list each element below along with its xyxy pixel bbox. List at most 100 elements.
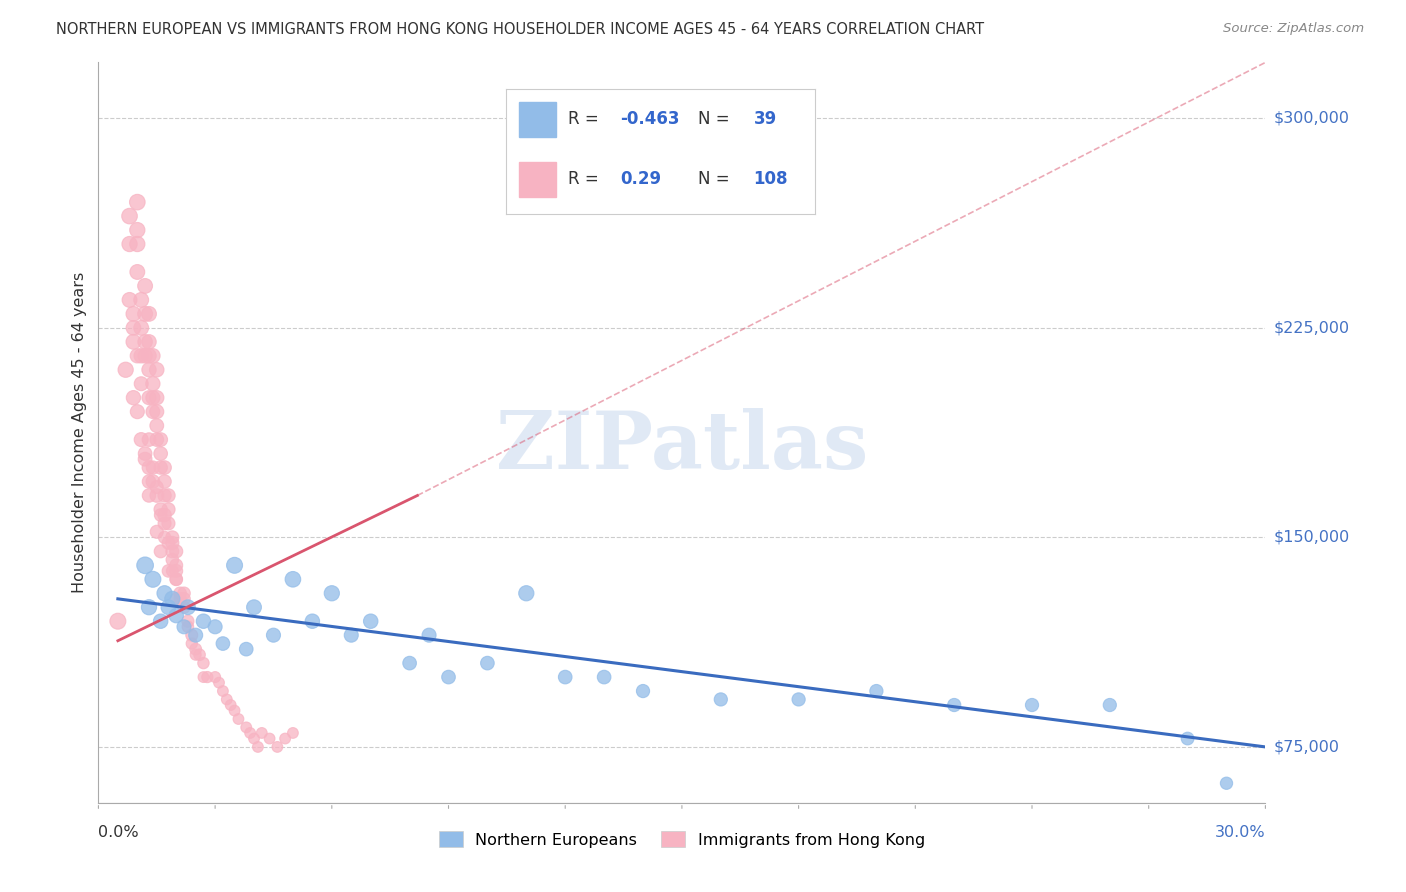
Point (153, 475, 176, 489)
Point (138, 307, 160, 321)
Point (177, 614, 200, 628)
Point (134, 334, 156, 349)
Point (224, 704, 246, 718)
Point (208, 675, 231, 690)
Point (114, 363, 136, 377)
Point (153, 508, 176, 522)
Point (195, 670, 218, 684)
Point (107, 614, 129, 628)
Point (129, 321, 152, 335)
Point (129, 433, 152, 447)
Text: R =: R = (568, 170, 609, 188)
Text: NORTHERN EUROPEAN VS IMMIGRANTS FROM HONG KONG HOUSEHOLDER INCOME AGES 45 - 64 Y: NORTHERN EUROPEAN VS IMMIGRANTS FROM HON… (56, 22, 984, 37)
Point (281, 726, 304, 740)
Point (138, 363, 160, 377)
Text: R =: R = (568, 111, 605, 128)
Point (162, 553, 184, 567)
Point (477, 656, 499, 670)
Point (418, 628, 440, 642)
Point (239, 726, 262, 740)
Point (165, 564, 187, 578)
Point (865, 684, 887, 698)
Point (250, 726, 273, 740)
Point (177, 620, 200, 634)
Point (127, 265, 149, 279)
Point (262, 628, 284, 642)
Point (169, 586, 191, 600)
Point (127, 195, 149, 210)
Text: N =: N = (697, 170, 730, 188)
Point (153, 586, 176, 600)
Point (162, 591, 184, 606)
Point (169, 591, 191, 606)
Point (134, 279, 156, 293)
Point (142, 391, 165, 405)
Point (142, 405, 165, 419)
Text: ZIPatlas: ZIPatlas (496, 409, 868, 486)
Point (138, 334, 160, 349)
Point (149, 460, 172, 475)
Point (138, 488, 160, 502)
Point (142, 376, 165, 391)
Point (149, 508, 172, 522)
Point (321, 586, 343, 600)
Text: 108: 108 (754, 170, 789, 188)
Point (146, 405, 169, 419)
Point (122, 391, 145, 405)
Point (301, 614, 323, 628)
Point (153, 460, 176, 475)
Point (193, 670, 215, 684)
Point (134, 446, 156, 460)
Point (180, 636, 202, 650)
Point (1177, 731, 1199, 746)
Point (212, 684, 235, 698)
Point (554, 670, 576, 684)
Point (138, 600, 160, 615)
Point (118, 209, 141, 223)
Point (146, 480, 169, 494)
Point (1098, 698, 1121, 712)
Point (1021, 698, 1043, 712)
Point (146, 524, 169, 539)
Point (593, 670, 616, 684)
Point (259, 731, 281, 746)
Point (246, 739, 269, 754)
Point (165, 608, 187, 623)
Point (153, 488, 176, 502)
Point (149, 544, 172, 558)
Text: $300,000: $300,000 (1274, 111, 1350, 126)
Point (340, 628, 363, 642)
Point (157, 536, 180, 550)
Point (274, 731, 297, 746)
Point (157, 600, 180, 615)
Text: $75,000: $75,000 (1274, 739, 1340, 755)
Y-axis label: Householder Income Ages 45 - 64 years: Householder Income Ages 45 - 64 years (72, 272, 87, 593)
Point (173, 586, 195, 600)
Text: $150,000: $150,000 (1274, 530, 1350, 545)
Point (162, 530, 184, 544)
Point (138, 460, 160, 475)
Text: 0.0%: 0.0% (98, 825, 139, 840)
Point (943, 698, 966, 712)
Text: -0.463: -0.463 (620, 111, 681, 128)
Point (177, 600, 200, 615)
Point (184, 628, 207, 642)
Point (134, 452, 156, 467)
Point (224, 558, 246, 573)
Point (235, 642, 257, 657)
Point (118, 237, 141, 252)
Bar (519, 161, 555, 196)
Point (146, 418, 169, 433)
Point (129, 349, 152, 363)
Point (127, 237, 149, 252)
Point (157, 502, 180, 516)
Point (193, 656, 215, 670)
Text: 39: 39 (754, 111, 778, 128)
Point (157, 488, 180, 502)
Text: Source: ZipAtlas.com: Source: ZipAtlas.com (1223, 22, 1364, 36)
Point (162, 544, 184, 558)
Point (146, 363, 169, 377)
Point (127, 349, 149, 363)
Text: N =: N = (697, 111, 730, 128)
Point (138, 349, 160, 363)
